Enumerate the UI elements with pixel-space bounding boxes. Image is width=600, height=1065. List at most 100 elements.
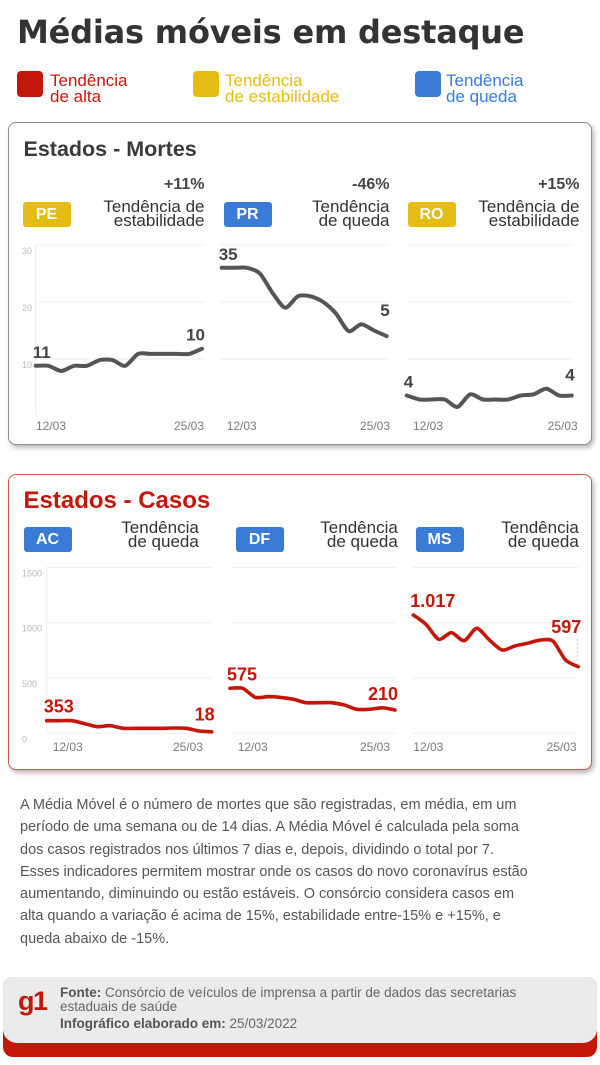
casos-section-title: Estados - Casos bbox=[23, 486, 211, 514]
y-tick-label: 1500 bbox=[22, 568, 42, 578]
state-badge-ms: MS bbox=[415, 526, 464, 552]
data-label-end-ms: 597 bbox=[551, 617, 581, 637]
state-badge-pr: PR bbox=[223, 201, 272, 227]
trend-line1: Tendência bbox=[501, 518, 579, 537]
x-tick-label-start: 12/03 bbox=[413, 740, 443, 754]
legend-swatch-queda bbox=[415, 71, 441, 97]
footer-panel: g1 Fonte: Consórcio de veículos de impre… bbox=[3, 977, 597, 1043]
legend-swatch-estabilidade bbox=[193, 71, 219, 97]
trend-label-ms: Tendência de queda bbox=[501, 518, 579, 551]
y-tick-label: 20 bbox=[22, 303, 32, 313]
trend-label-pr: Tendência de queda bbox=[311, 196, 390, 230]
legend-label-estabilidade: Tendência de estabilidade bbox=[225, 71, 340, 106]
g1-logo: g1 bbox=[18, 986, 48, 1016]
mortes-card: Estados - Mortes PE +11% Tendência de es… bbox=[8, 122, 592, 445]
legend-label-line1: Tendência bbox=[446, 71, 524, 90]
data-label-start-df: 575 bbox=[227, 664, 257, 684]
data-label-start-ms: 1.017 bbox=[410, 591, 455, 611]
x-tick-label-start: 12/03 bbox=[238, 740, 268, 754]
state-badge-df: DF bbox=[235, 526, 284, 552]
trend-line1: Tendência bbox=[320, 518, 398, 537]
source-label: Fonte: bbox=[60, 985, 102, 1000]
state-badge-ro: RO bbox=[407, 201, 456, 227]
data-label-end-df: 210 bbox=[368, 684, 398, 704]
trend-line1: Tendência bbox=[311, 196, 390, 216]
series-line-pr bbox=[219, 265, 389, 339]
legend-label-line2: de estabilidade bbox=[225, 87, 340, 106]
y-tick-label: 500 bbox=[22, 679, 37, 689]
y-tick-label: 10 bbox=[22, 360, 32, 370]
change-percent-pr: -46% bbox=[352, 175, 390, 193]
x-tick-label-start: 12/03 bbox=[413, 419, 443, 433]
casos-card: Estados - Casos AC Tendência de queda DF… bbox=[8, 474, 592, 770]
series-line-pe bbox=[33, 346, 204, 373]
trend-line2: estabilidade bbox=[113, 210, 205, 230]
legend-label-line1: Tendência bbox=[225, 71, 303, 90]
x-tick-label-end: 25/03 bbox=[547, 740, 577, 754]
trend-line1: Tendência de bbox=[478, 196, 580, 216]
x-tick-label-start: 12/03 bbox=[53, 740, 83, 754]
data-label-start-pr: 35 bbox=[219, 245, 238, 264]
legend-label-line2: de queda bbox=[446, 87, 517, 106]
trend-label-pe: Tendência de estabilidade bbox=[103, 196, 205, 230]
x-tick-label-end: 25/03 bbox=[360, 740, 390, 754]
y-tick-label: 30 bbox=[22, 246, 32, 256]
description-line: período de uma semana ou de 14 dias. A M… bbox=[20, 819, 519, 836]
series-line-ms bbox=[411, 613, 581, 669]
x-tick-label-end: 25/03 bbox=[173, 740, 203, 754]
x-tick-label-start: 12/03 bbox=[36, 419, 66, 433]
change-percent-ro: +15% bbox=[538, 175, 580, 193]
description-line: Esses indicadores permitem mostrar onde … bbox=[20, 863, 528, 880]
data-label-end-ro: 4 bbox=[565, 366, 575, 385]
description-line: alta quando a variação é acima de 15%, e… bbox=[20, 908, 501, 925]
source-text: Consórcio de veículos de imprensa a part… bbox=[105, 985, 517, 1000]
y-tick-label: 0 bbox=[22, 734, 27, 744]
data-label-start-pe: 11 bbox=[33, 343, 51, 362]
state-badge-pe: PE bbox=[22, 201, 71, 227]
data-label-end-pe: 10 bbox=[186, 326, 205, 345]
legend-label-alta: Tendência de alta bbox=[50, 71, 128, 106]
x-tick-label-end: 25/03 bbox=[360, 419, 390, 433]
date-line: Infográfico elaborado em: 25/03/2022 bbox=[60, 1016, 297, 1031]
trend-line1: Tendência de bbox=[103, 196, 205, 216]
source-line-2: estaduais de saúde bbox=[60, 999, 178, 1014]
legend-label-queda: Tendência de queda bbox=[446, 71, 524, 106]
change-percent-pe: +11% bbox=[164, 175, 205, 193]
casos-charts: 0 500 1000 1500 353 18 12/03 25/03 575 210 12/03 25… bbox=[22, 566, 581, 754]
trend-line2: de queda bbox=[326, 532, 398, 551]
description-line: aumentando, diminuindo ou estão estáveis… bbox=[20, 886, 515, 903]
x-tick-label-end: 25/03 bbox=[548, 419, 578, 433]
trend-label-ro: Tendência de estabilidade bbox=[478, 196, 580, 230]
trend-label-ac: Tendência de queda bbox=[121, 518, 199, 551]
description-line: A Média Móvel é o número de mortes que s… bbox=[20, 797, 517, 813]
trend-label-df: Tendência de queda bbox=[320, 518, 398, 551]
state-badge-ac: AC bbox=[23, 526, 72, 552]
footer: g1 Fonte: Consórcio de veículos de impre… bbox=[3, 977, 597, 1057]
mortes-section-title: Estados - Mortes bbox=[23, 136, 197, 161]
trend-line1: Tendência bbox=[121, 518, 199, 537]
legend-label-line1: Tendência bbox=[50, 71, 128, 90]
data-label-start-ac: 353 bbox=[44, 697, 74, 717]
source-line: Fonte: Consórcio de veículos de imprensa… bbox=[60, 985, 516, 1000]
series-line-ro bbox=[404, 386, 574, 409]
series-line-ac bbox=[44, 718, 214, 734]
description-paragraph: A Média Móvel é o número de mortes que s… bbox=[20, 794, 528, 950]
trend-line2: estabilidade bbox=[488, 210, 580, 230]
description-line: queda abaixo de -15%. bbox=[20, 930, 170, 947]
legend-swatch-alta bbox=[17, 71, 43, 97]
trend-line2: de queda bbox=[127, 532, 199, 551]
page-title: Médias móveis em destaque bbox=[17, 13, 525, 51]
date-value: 25/03/2022 bbox=[229, 1016, 298, 1031]
data-label-end-pr: 5 bbox=[380, 301, 389, 320]
trend-line2: de queda bbox=[507, 532, 579, 551]
x-tick-label-start: 12/03 bbox=[227, 419, 257, 433]
y-tick-label: 1000 bbox=[22, 624, 42, 634]
series-line-df bbox=[228, 685, 397, 712]
date-label: Infográfico elaborado em: bbox=[60, 1016, 226, 1031]
trend-line2: de queda bbox=[318, 210, 390, 230]
legend-label-line2: de alta bbox=[50, 87, 102, 106]
data-label-start-ro: 4 bbox=[404, 372, 414, 391]
description-line: dos casos registrados nos últimos 7 dias… bbox=[20, 841, 494, 858]
